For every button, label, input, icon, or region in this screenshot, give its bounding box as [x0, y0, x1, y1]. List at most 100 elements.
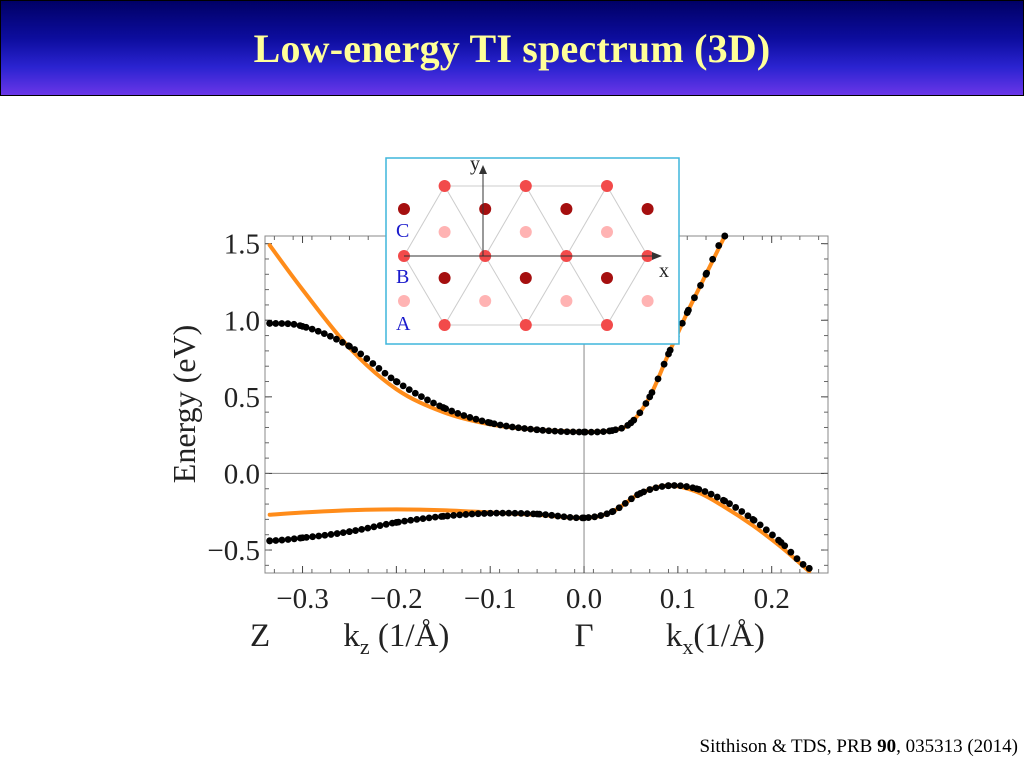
data-dot	[430, 399, 437, 407]
data-dot	[375, 365, 383, 372]
data-dot	[600, 428, 607, 435]
data-dot	[511, 509, 519, 517]
citation-authors: Sitthison & TDS, PRB	[699, 736, 878, 757]
data-dot	[369, 360, 377, 367]
data-point	[749, 515, 757, 523]
data-point	[665, 350, 672, 358]
data-point	[683, 309, 691, 316]
data-dot	[621, 499, 629, 507]
atom-B	[519, 319, 532, 331]
data-dot	[357, 350, 365, 358]
data-point	[392, 519, 400, 526]
y-tick-label: 1.0	[224, 305, 260, 337]
data-dot	[575, 428, 583, 436]
layer-label-C: C	[396, 220, 409, 242]
lattice-diagonal	[565, 185, 608, 257]
data-dot	[560, 513, 568, 521]
x-tick-label: −0.2	[370, 583, 423, 615]
data-dot	[715, 242, 723, 249]
data-dot	[352, 527, 359, 534]
data-point	[646, 393, 654, 401]
data-dot	[658, 483, 666, 490]
data-dot	[566, 513, 574, 521]
data-dot	[308, 325, 316, 333]
path-label: kx(1/Å)	[666, 617, 765, 659]
atom-B	[519, 180, 532, 192]
data-point	[608, 427, 616, 434]
inset-x-label: x	[659, 260, 669, 282]
data-dot	[603, 510, 611, 518]
citation-rest: , 035313 (2014)	[896, 736, 1018, 757]
data-point	[533, 426, 541, 434]
data-dot	[660, 360, 668, 368]
data-dot	[321, 531, 329, 539]
atom-C	[641, 203, 654, 215]
data-dot	[709, 255, 717, 263]
data-point	[608, 508, 616, 516]
lattice-diagonal	[403, 255, 446, 326]
data-point	[299, 322, 306, 330]
data-dot	[387, 374, 395, 382]
data-dot	[278, 320, 286, 327]
atom-B	[438, 180, 451, 192]
data-dot	[505, 509, 513, 517]
data-point	[721, 497, 729, 505]
slide-title: Low-energy TI spectrum (3D)	[253, 25, 771, 71]
data-dot	[333, 335, 340, 343]
data-dot	[425, 514, 433, 522]
data-dot	[326, 332, 334, 340]
data-point	[627, 419, 635, 427]
data-dot	[678, 319, 686, 327]
data-dot	[502, 422, 510, 430]
data-point	[486, 509, 494, 517]
data-dot	[454, 409, 462, 417]
y-tick-label: 0.5	[224, 382, 260, 414]
data-dot	[424, 396, 431, 404]
data-point	[665, 482, 672, 490]
atom-C	[560, 203, 573, 215]
title-bar: Low-energy TI spectrum (3D)	[0, 0, 1024, 96]
data-dot	[339, 529, 347, 537]
path-label-main: k	[343, 618, 360, 654]
data-dot	[472, 415, 480, 423]
data-point	[805, 565, 813, 572]
path-label-unit: (1/Å)	[693, 617, 764, 654]
atom-C	[519, 272, 532, 284]
data-point	[392, 378, 400, 385]
data-dot	[523, 510, 531, 517]
atom-A	[438, 226, 451, 238]
atom-B	[438, 319, 451, 331]
data-point	[580, 514, 588, 522]
data-dot	[284, 320, 292, 328]
data-dot	[351, 346, 359, 353]
data-dot	[364, 524, 372, 532]
data-dot	[399, 382, 407, 390]
path-label-main: Γ	[574, 618, 593, 654]
path-label-sub: z	[360, 634, 370, 659]
data-dot	[474, 510, 482, 518]
data-point	[693, 485, 701, 493]
data-dot	[339, 338, 346, 346]
lattice-diagonal	[403, 185, 446, 257]
data-dot	[290, 535, 298, 543]
data-dot	[548, 511, 556, 519]
path-label-main: Z	[250, 618, 270, 654]
x-tick-label: −0.1	[464, 583, 517, 615]
data-dot	[480, 510, 488, 517]
data-dot	[431, 513, 439, 521]
data-point	[702, 270, 710, 278]
y-tick-label: −0.5	[207, 535, 260, 567]
lattice-diagonal	[606, 255, 649, 326]
lattice-diagonal	[525, 185, 567, 257]
data-dot	[563, 428, 571, 436]
data-dot	[417, 393, 425, 401]
atom-C	[398, 203, 410, 215]
data-dot	[756, 521, 764, 529]
data-dot	[272, 537, 280, 544]
x-tick-label: 0.2	[754, 583, 790, 615]
atom-A	[560, 295, 573, 307]
data-dot	[542, 511, 549, 519]
lattice-diagonal	[525, 255, 567, 326]
data-dot	[557, 428, 565, 435]
atom-A	[479, 295, 492, 307]
